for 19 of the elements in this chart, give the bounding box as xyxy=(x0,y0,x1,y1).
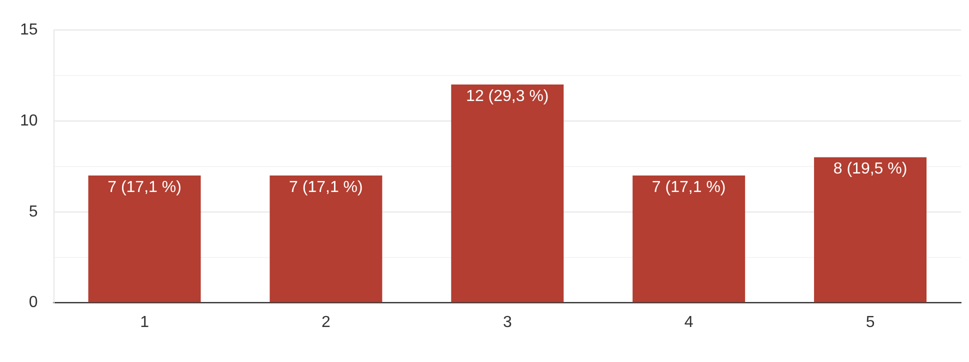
data-label: 7 (17,1 %) xyxy=(652,178,726,196)
bar xyxy=(270,175,382,302)
y-tick-label: 0 xyxy=(28,294,38,312)
x-tick-label: 1 xyxy=(140,314,150,331)
data-label: 7 (17,1 %) xyxy=(289,178,363,196)
data-label: 7 (17,1 %) xyxy=(108,178,182,196)
bar xyxy=(632,175,746,302)
data-label: 8 (19,5 %) xyxy=(833,160,908,178)
data-label: 12 (29,3 %) xyxy=(466,88,549,105)
x-tick-label: 3 xyxy=(502,314,512,331)
y-tick-label: 5 xyxy=(28,203,38,220)
x-tick-label: 5 xyxy=(866,314,875,331)
bar xyxy=(814,157,927,302)
bar xyxy=(451,84,564,302)
y-tick-label: 15 xyxy=(20,21,38,38)
y-tick-label: 10 xyxy=(20,112,38,130)
x-tick-label: 4 xyxy=(684,314,694,331)
bar xyxy=(88,175,201,302)
x-tick-label: 2 xyxy=(322,314,331,331)
